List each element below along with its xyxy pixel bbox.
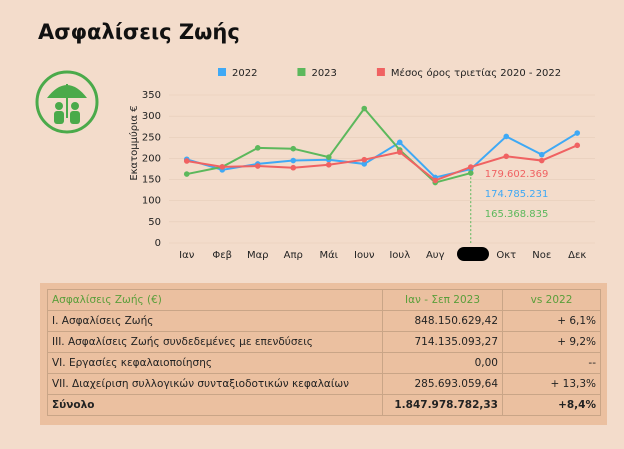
y-axis-label: Εκατομμύρια € <box>128 105 140 180</box>
x-tick-label: Φεβ <box>212 250 232 261</box>
x-tick-label: Ιουλ <box>389 250 410 261</box>
legend-swatch <box>218 68 226 76</box>
data-point <box>503 153 510 160</box>
header-cell: Ιαν - Σεπ 2023 <box>382 289 503 311</box>
redaction <box>457 247 489 261</box>
data-point <box>467 170 474 176</box>
table-cell: Σύνολο <box>47 394 383 416</box>
data-point <box>290 145 297 152</box>
table-cell: -- <box>502 352 601 374</box>
x-tick-label: Οκτ <box>496 250 516 261</box>
data-point <box>325 161 332 168</box>
data-point <box>183 171 190 177</box>
x-tick-label: Απρ <box>284 250 303 261</box>
data-label: 179.602.369 <box>485 169 549 180</box>
data-point <box>361 156 368 163</box>
x-tick-label: Δεκ <box>568 250 586 261</box>
page-title: Ασφαλίσεις Ζωής <box>38 20 240 44</box>
header-cell: vs 2022 <box>502 289 601 311</box>
data-point <box>538 157 545 164</box>
y-tick-label: 150 <box>142 175 161 186</box>
data-point <box>290 164 297 171</box>
data-point <box>432 177 439 184</box>
data-point <box>396 149 403 155</box>
table-cell: 0,00 <box>382 352 503 374</box>
legend-swatch <box>297 68 306 76</box>
data-point <box>503 133 510 140</box>
data-point <box>183 158 190 164</box>
table-cell: + 13,3% <box>502 373 601 395</box>
legend-label: 2023 <box>311 68 336 79</box>
table-cell: 848.150.629,42 <box>382 310 503 332</box>
summary-table: Ασφαλίσεις Ζωής (€) Ιαν - Σεπ 2023 vs 2022… <box>47 289 601 416</box>
data-point <box>396 139 403 146</box>
table-cell: III. Ασφαλίσεις Ζωής συνδεδεμένες με επε… <box>47 331 383 353</box>
data-point <box>254 145 261 151</box>
table-cell: 285.693.059,64 <box>382 373 503 395</box>
table-cell: +8,4% <box>502 394 601 416</box>
x-tick-label: Ιουν <box>354 250 375 261</box>
x-tick-label: Νοε <box>532 250 551 261</box>
series-line <box>186 144 578 182</box>
x-tick-label: Αυγ <box>426 250 445 261</box>
y-tick-label: 50 <box>148 217 161 228</box>
data-label: 174.785.231 <box>485 189 549 200</box>
y-tick-label: 350 <box>142 90 161 101</box>
data-point <box>361 161 368 167</box>
legend-label: Μέσος όρος τριετίας 2020 - 2022 <box>391 67 561 79</box>
x-tick-label: Ιαν <box>179 250 195 261</box>
table-panel: Ασφαλίσεις Ζωής (€) Ιαν - Σεπ 2023 vs 2022… <box>40 283 607 425</box>
legend-swatch <box>376 68 385 76</box>
table-cell: VII. Διαχείριση συλλογικών συνταξιοδοτικ… <box>47 373 383 395</box>
data-point <box>254 163 261 169</box>
x-tick-label: Μάι <box>319 249 338 261</box>
table-cell: I. Ασφαλίσεις Ζωής <box>47 310 383 332</box>
series-line <box>186 132 578 179</box>
table-cell: + 9,2% <box>502 331 601 353</box>
data-point <box>290 157 297 164</box>
data-point <box>325 154 332 160</box>
table-cell: VI. Εργασίες κεφαλαιοποίησης <box>47 352 383 374</box>
table-row: III. Ασφαλίσεις Ζωής συνδεδεμένες με επε… <box>47 331 601 353</box>
table-row: VI. Εργασίες κεφαλαιοποίησης 0,00 -- <box>47 352 601 374</box>
data-label: 165.368.835 <box>485 209 549 220</box>
data-point <box>361 105 368 112</box>
x-tick-label: Μαρ <box>247 250 269 261</box>
table-row: I. Ασφαλίσεις Ζωής 848.150.629,42 + 6,1% <box>47 310 601 332</box>
table-cell: 714.135.093,27 <box>382 331 503 353</box>
data-point <box>574 130 581 136</box>
table-cell: 1.847.978.782,33 <box>382 394 503 416</box>
table-row: Σύνολο 1.847.978.782,33 +8,4% <box>47 394 601 416</box>
table-header-row: Ασφαλίσεις Ζωής (€) Ιαν - Σεπ 2023 vs 2022 <box>47 289 601 311</box>
data-point <box>574 142 581 149</box>
y-tick-label: 100 <box>142 196 161 207</box>
table-cell: + 6,1% <box>502 310 601 332</box>
y-tick-label: 250 <box>142 132 161 143</box>
y-tick-label: 300 <box>142 111 161 122</box>
header-cell: Ασφαλίσεις Ζωής (€) <box>47 289 383 311</box>
y-tick-label: 0 <box>155 238 161 249</box>
y-tick-label: 200 <box>142 153 161 164</box>
data-point <box>219 164 226 170</box>
legend-label: 2022 <box>232 68 257 79</box>
table-row: VII. Διαχείριση συλλογικών συνταξιοδοτικ… <box>47 373 601 395</box>
life-insurance-icon <box>35 70 99 134</box>
data-point <box>538 151 545 158</box>
data-point <box>467 164 474 170</box>
